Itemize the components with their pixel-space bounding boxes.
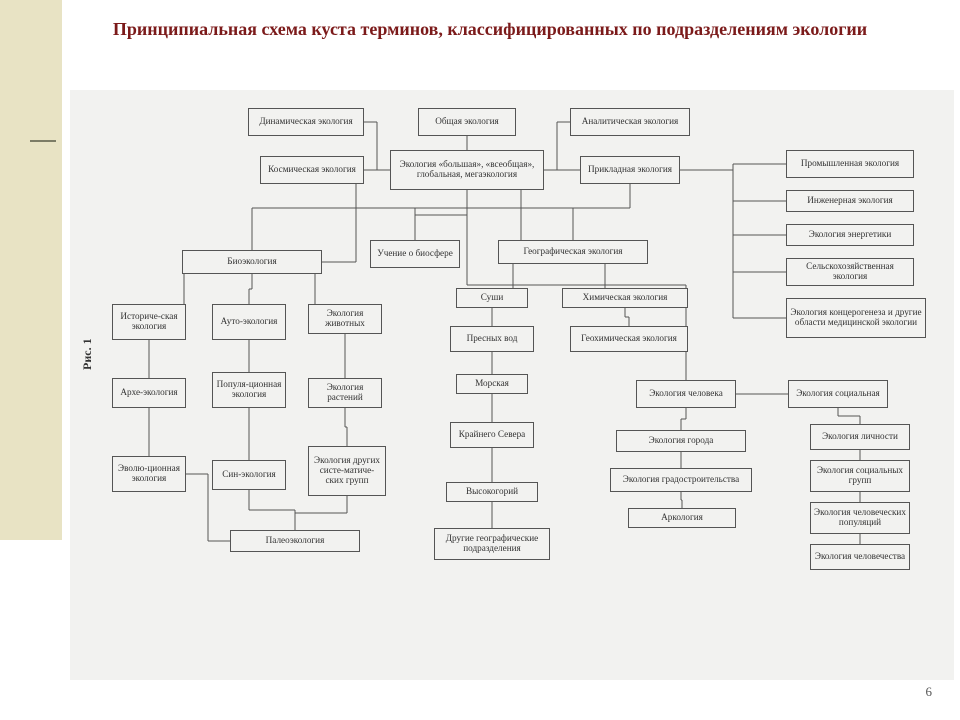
node-eng: Инженерная экология (786, 190, 914, 212)
node-chim: Химическая экология (562, 288, 688, 308)
node-dyn: Динамическая экология (248, 108, 364, 136)
node-ene: Экология энергетики (786, 224, 914, 246)
node-app: Прикладная экология (580, 156, 680, 184)
node-auto: Ауто-экология (212, 304, 286, 340)
node-grp: Экология социальных групп (810, 460, 910, 492)
bullet-line (30, 140, 56, 142)
node-hum: Экология человека (636, 380, 736, 408)
node-syn: Син-экология (212, 460, 286, 490)
node-agr: Сельскохозяйственная экология (786, 258, 914, 286)
node-sys: Экология других систе-матиче-ских групп (308, 446, 386, 496)
node-evo: Эволю-ционная экология (112, 456, 186, 492)
node-fresh: Пресных вод (450, 326, 534, 352)
node-ana: Аналитическая экология (570, 108, 690, 136)
node-other: Другие географические подразделения (434, 528, 550, 560)
ecology-diagram: Рис. 1 Динамическая экологияОбщая эколог… (70, 90, 954, 680)
node-med: Экология концерогенеза и другие области … (786, 298, 926, 338)
node-cos: Космическая экология (260, 156, 364, 184)
node-big: Экология «большая», «всеобщая», глобальн… (390, 150, 544, 190)
node-soc: Экология социальная (788, 380, 888, 408)
node-paleo: Палеоэкология (230, 530, 360, 552)
node-gen: Общая экология (418, 108, 516, 136)
node-north: Крайнего Севера (450, 422, 534, 448)
node-popu: Экология человеческих популяций (810, 502, 910, 534)
node-pers: Экология личности (810, 424, 910, 450)
node-hist: Историче-ская экология (112, 304, 186, 340)
node-bio: Биоэкология (182, 250, 322, 274)
node-ark: Аркология (628, 508, 736, 528)
node-zoo: Экология животных (308, 304, 382, 334)
slide-title: Принципиальная схема куста терминов, кла… (70, 18, 910, 41)
node-ind: Промышленная экология (786, 150, 914, 178)
node-city: Экология города (616, 430, 746, 452)
page-number: 6 (926, 684, 933, 700)
sidebar-accent (0, 0, 62, 540)
node-pop: Популя-ционная экология (212, 372, 286, 408)
node-bios: Учение о биосфере (370, 240, 460, 268)
node-geoch: Геохимическая экология (570, 326, 688, 352)
slide: Принципиальная схема куста терминов, кла… (0, 0, 960, 720)
node-high: Высокогорий (446, 482, 538, 502)
node-urb: Экология градостроительства (610, 468, 752, 492)
node-arch: Архе-экология (112, 378, 186, 408)
node-geo: Географическая экология (498, 240, 648, 264)
node-sea: Морская (456, 374, 528, 394)
node-sushi: Суши (456, 288, 528, 308)
node-mank: Экология человечества (810, 544, 910, 570)
node-plant: Экология растений (308, 378, 382, 408)
